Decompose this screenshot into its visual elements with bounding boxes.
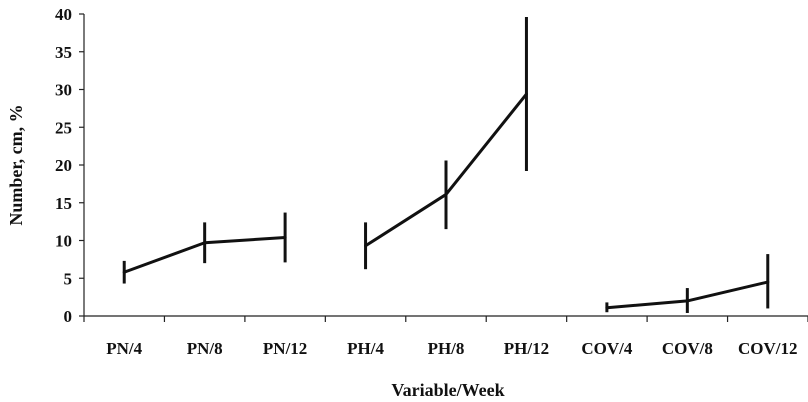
x-axis-title: Variable/Week bbox=[391, 380, 504, 400]
x-tick-label: COV/12 bbox=[738, 339, 798, 358]
data-point bbox=[524, 92, 528, 96]
y-tick-label: 0 bbox=[64, 307, 73, 326]
data-point bbox=[766, 280, 770, 284]
y-tick-label: 25 bbox=[55, 118, 72, 137]
y-tick-label: 35 bbox=[55, 43, 72, 62]
y-tick-label: 10 bbox=[55, 232, 72, 251]
x-tick-label: PH/4 bbox=[347, 339, 384, 358]
y-tick-label: 40 bbox=[55, 5, 72, 24]
x-tick-label: PH/8 bbox=[428, 339, 465, 358]
x-tick-label: PN/12 bbox=[263, 339, 307, 358]
series-group bbox=[122, 17, 770, 313]
x-tick-label: PN/4 bbox=[106, 339, 142, 358]
y-axis-title: Number, cm, % bbox=[6, 104, 26, 225]
y-tick-label: 30 bbox=[55, 81, 72, 100]
x-tick-label: PN/8 bbox=[187, 339, 223, 358]
y-tick-label: 5 bbox=[64, 269, 73, 288]
data-point bbox=[685, 299, 689, 303]
data-point bbox=[122, 270, 126, 274]
data-point bbox=[283, 235, 287, 239]
data-point bbox=[364, 244, 368, 248]
x-tick-label: COV/4 bbox=[581, 339, 633, 358]
y-tick-label: 15 bbox=[55, 194, 72, 213]
x-tick-labels: PN/4 PN/8 PN/12 PH/4 PH/8 PH/12 COV/4 COV/8 COV/… bbox=[106, 339, 797, 358]
axes bbox=[79, 13, 808, 322]
data-point bbox=[605, 306, 609, 310]
x-tick-label: PH/12 bbox=[504, 339, 549, 358]
y-tick-labels: 0 5 10 15 20 25 30 35 40 bbox=[55, 5, 72, 326]
x-tick-label: COV/8 bbox=[662, 339, 713, 358]
y-tick-label: 20 bbox=[55, 156, 72, 175]
data-point bbox=[203, 241, 207, 245]
data-point bbox=[444, 192, 448, 196]
